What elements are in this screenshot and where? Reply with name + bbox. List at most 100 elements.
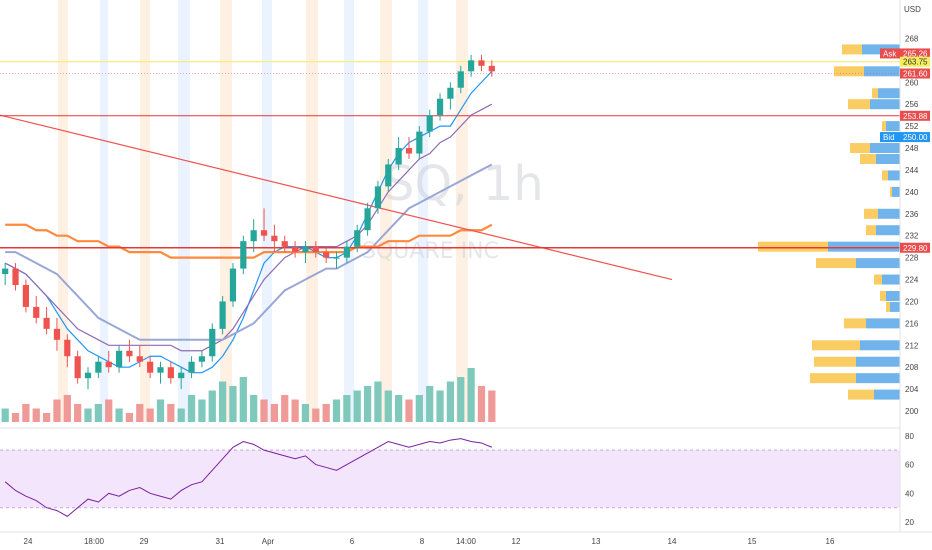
- vp-buy-bar: [844, 318, 866, 329]
- vp-buy-bar: [860, 153, 876, 164]
- candle-body: [240, 241, 247, 269]
- price-axis[interactable]: 2682642602562522482442402362322282242202…: [899, 0, 932, 550]
- volume-bar: [1, 408, 9, 422]
- vp-sell-bar: [828, 241, 900, 252]
- rsi-tick-label: 80: [905, 432, 914, 441]
- time-tick-label: Apr: [262, 537, 275, 546]
- vp-sell-bar: [856, 356, 900, 367]
- candle-body: [178, 372, 185, 379]
- candle-body: [219, 301, 226, 329]
- vp-buy-bar: [882, 170, 888, 181]
- volume-bar: [22, 404, 30, 422]
- volume-bars: [1, 368, 496, 422]
- bid-tag-bg: [900, 132, 930, 143]
- price-tick-label: 208: [905, 363, 919, 372]
- vp-buy-bar: [816, 258, 856, 269]
- session-band: [306, 0, 318, 422]
- vp-buy-bar: [850, 143, 870, 154]
- vp-sell-bar: [888, 170, 900, 181]
- volume-bar: [136, 404, 144, 422]
- price-tick-label: 228: [905, 254, 919, 263]
- candle-body: [2, 268, 9, 275]
- vp-sell-bar: [870, 143, 900, 154]
- vp-sell-bar: [876, 153, 900, 164]
- volume-bar: [198, 399, 206, 422]
- volume-bar: [322, 404, 330, 422]
- vp-sell-bar: [870, 99, 900, 110]
- volume-bar: [374, 381, 382, 422]
- price-axis-bg: [900, 0, 932, 550]
- volume-bar: [467, 368, 475, 422]
- candle-body: [115, 350, 123, 368]
- price-tick-label: 248: [905, 144, 919, 153]
- last-tag-bg: [900, 56, 930, 67]
- bid-tag-label: Bid: [883, 133, 895, 142]
- price-tick-label: 268: [905, 34, 919, 43]
- volume-bar: [177, 408, 185, 422]
- volume-bar: [84, 408, 92, 422]
- candle-body: [250, 230, 257, 242]
- session-band: [380, 0, 392, 422]
- candle-body: [436, 98, 444, 116]
- volume-bar: [312, 408, 320, 422]
- volume-bar: [32, 408, 40, 422]
- candle-body: [343, 246, 350, 258]
- trendlines: [0, 61, 900, 281]
- ask-tag-value: 265.26: [903, 49, 928, 58]
- price-tick-label: 252: [905, 122, 919, 131]
- volume-bar: [353, 390, 361, 422]
- candle-body: [260, 230, 268, 236]
- vp-sell-bar: [860, 340, 900, 351]
- time-tick-label: 12: [512, 537, 521, 546]
- bid-tag-label-bg: [880, 132, 900, 143]
- price-tick-label: 200: [905, 407, 919, 416]
- candle-body: [105, 361, 112, 368]
- time-tick-label: 13: [592, 537, 601, 546]
- session-band: [100, 0, 108, 422]
- ma-line: [5, 163, 493, 341]
- candle-body: [302, 246, 309, 253]
- candle-body: [95, 361, 102, 373]
- candle-body: [364, 208, 371, 231]
- volume-bar: [281, 395, 289, 422]
- candle-body: [416, 131, 423, 154]
- volume-bar: [229, 386, 237, 422]
- time-axis[interactable]: 24 18:00 29 31 Apr 6 8 14:00 12 13 14 15 16: [0, 531, 932, 546]
- volume-bar: [250, 395, 258, 422]
- candle-body: [229, 268, 237, 302]
- volume-bar: [436, 390, 444, 422]
- level2-tag-bg: [900, 242, 930, 253]
- level1-tag-bg: [900, 110, 930, 121]
- volume-bar: [301, 404, 310, 422]
- session-band: [418, 0, 428, 422]
- price-tick-label: 212: [905, 341, 919, 350]
- candle-body: [33, 306, 40, 318]
- rsi-pane: [0, 427, 900, 517]
- rsi-tick-label: 20: [905, 518, 914, 527]
- vp-sell-bar: [878, 208, 900, 219]
- price-tick-label: 216: [905, 319, 919, 328]
- vp-buy-bar: [866, 225, 876, 236]
- vp-buy-bar: [882, 121, 886, 132]
- vp-buy-bar: [874, 274, 882, 285]
- session-band: [220, 0, 232, 422]
- volume-bar: [105, 399, 113, 422]
- time-tick-label: 24: [24, 537, 33, 546]
- vp-sell-bar: [874, 389, 900, 400]
- volume-bar: [260, 399, 268, 422]
- price-tick-label: 224: [905, 276, 919, 285]
- vp-sell-bar: [856, 373, 900, 384]
- vp-sell-bar: [890, 301, 900, 312]
- candle-body: [198, 356, 206, 362]
- price-tick-label: 240: [905, 188, 919, 197]
- session-band: [262, 0, 272, 422]
- volume-bar: [94, 404, 102, 422]
- candle-body: [478, 60, 485, 66]
- vp-buy-bar: [890, 186, 892, 197]
- price-tick-label: 244: [905, 166, 919, 175]
- volume-bar: [218, 381, 227, 422]
- bid-tag-value: 250.00: [903, 133, 928, 142]
- ask-tag-label: Ask: [883, 49, 897, 58]
- volume-bar: [11, 413, 20, 422]
